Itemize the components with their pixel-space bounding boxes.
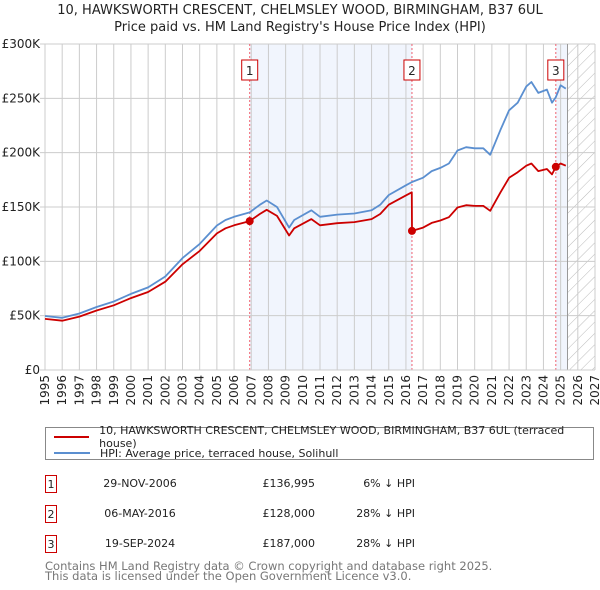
legend-label: HPI: Average price, terraced house, Soli… [100,446,339,460]
sale-date: 19-SEP-2024 [104,537,176,550]
x-tick-label: 2014 [365,375,379,406]
sale-marker-badge: 3 [45,535,57,553]
y-tick-label: £0 [25,363,40,377]
price-chart: 1995 1996 1997 1998 1999 2000 2001 2002 2003 2004… [2,37,600,406]
y-tick-label: £50K [9,309,41,323]
hpi-line [44,81,567,319]
x-tick-label: 2021 [485,375,499,406]
x-tick-label: 1996 [55,375,69,406]
sale-label-box [547,59,565,81]
legend-item-hpi: HPI: Average price, terraced house, Soli… [54,446,338,460]
sale-date: 06-MAY-2016 [104,507,176,520]
price-paid-line [44,162,567,322]
sale-price: £128,000 [262,507,316,520]
sale-point [407,226,416,235]
copyright-notice: Contains HM Land Registry data © Crown c… [45,559,493,573]
sale-date: 29-NOV-2006 [103,477,177,490]
sale-hpi-delta: 28% ↓ HPI [356,537,415,550]
x-tick-label: 2009 [279,375,293,406]
x-tick-label: 2011 [313,375,327,406]
x-tick-label: 2019 [451,375,465,406]
legend-item-property: 10, HAWKSWORTH CRESCENT, CHELMSLEY WOOD,… [54,424,593,450]
sale-label: 2 [408,64,416,78]
x-tick-label: 2001 [141,375,155,406]
chart-subtitle: Price paid vs. HM Land Registry's House … [114,20,486,35]
sale-label: 1 [246,64,254,78]
x-tick-label: 2008 [261,375,275,406]
sale-hpi-delta: 28% ↓ HPI [356,507,415,520]
x-tick-label: 2000 [124,375,138,406]
licence-notice: This data is licensed under the Open Gov… [45,569,412,583]
sale-point [245,217,254,226]
x-tick-label: 2016 [399,375,413,406]
x-tick-label: 1999 [107,375,121,406]
x-tick-label: 2020 [468,375,482,406]
x-tick-label: 2006 [227,375,241,406]
sale-point [551,162,560,171]
x-tick-label: 1998 [90,375,104,406]
x-tick-label: 2015 [382,375,396,406]
sale-label: 3 [552,64,560,78]
x-tick-label: 2025 [554,375,568,406]
legend-label: 10, HAWKSWORTH CRESCENT, CHELMSLEY WOOD,… [99,424,565,450]
x-tick-label: 2002 [158,375,172,406]
x-tick-label: 2013 [347,375,361,406]
sale-label-box [403,59,421,81]
x-tick-label: 1997 [72,375,86,406]
y-tick-label: £250K [2,91,42,105]
sale-price: £187,000 [262,537,316,550]
x-tick-label: 2004 [193,375,207,406]
y-tick-label: £200K [2,146,42,160]
sale-marker-badge: 1 [45,475,57,493]
sale-row: 1 29-NOV-2006 £136,995 6% ↓ HPI [45,475,445,495]
x-tick-label: 2012 [330,375,344,406]
sale-price: £136,995 [262,477,316,490]
chart-title: 10, HAWKSWORTH CRESCENT, CHELMSLEY WOOD,… [57,3,543,18]
y-tick-label: £100K [2,254,42,268]
legend: 10, HAWKSWORTH CRESCENT, CHELMSLEY WOOD,… [45,424,594,460]
y-tick-label: £300K [2,37,42,51]
x-tick-label: 2024 [536,375,550,406]
x-tick-label: 2010 [296,375,310,406]
y-tick-label: £150K [2,200,42,214]
red-line-swatch [54,436,90,438]
x-tick-label: 2022 [502,375,516,406]
x-tick-label: 2017 [416,375,430,406]
sale-label-box [241,59,259,81]
x-tick-label: 2007 [244,375,258,406]
x-tick-label: 2018 [433,375,447,406]
sale-marker-badge: 2 [45,505,57,523]
x-tick-label: 2023 [519,375,533,406]
x-tick-label: 2003 [176,375,190,406]
sale-row: 2 06-MAY-2016 £128,000 28% ↓ HPI [45,505,445,525]
sale-hpi-delta: 6% ↓ HPI [363,477,415,490]
sale-row: 3 19-SEP-2024 £187,000 28% ↓ HPI [45,535,445,555]
x-tick-label: 2005 [210,375,224,406]
x-tick-label: 1995 [38,375,52,406]
x-tick-label: 2027 [588,375,600,406]
blue-line-swatch [54,452,90,454]
x-tick-label: 2026 [571,375,585,406]
